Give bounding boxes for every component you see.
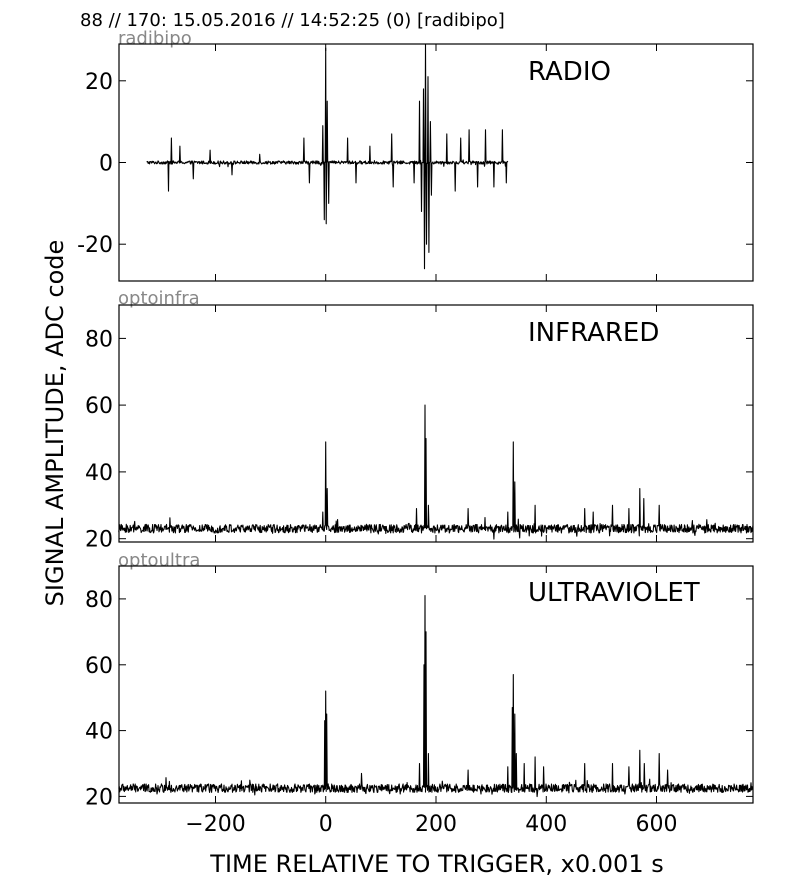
infrared-panel: optoinfra 20 40 60 80 INFRARED [85, 288, 754, 553]
infrared-panel-title: INFRARED [528, 318, 659, 348]
ultraviolet-y-tick-label: 20 [85, 785, 113, 810]
radio-signal-trace [146, 43, 509, 270]
radio-y-tick-labels: -20 0 20 [77, 70, 113, 258]
figure-header: 88 // 170: 15.05.2016 // 14:52:25 (0) [r… [80, 10, 505, 31]
radio-y-tick-label: -20 [77, 233, 113, 258]
radio-panel-tag: radibipo [118, 28, 192, 49]
ultraviolet-panel-title: ULTRAVIOLET [528, 578, 700, 608]
ultraviolet-y-tick-label: 40 [85, 720, 113, 745]
infrared-y-tick-label: 40 [85, 461, 113, 486]
ultraviolet-x-tick-labels: −200 0 200 400 600 [185, 812, 677, 837]
y-axis-label: SIGNAL AMPLITUDE, ADC code [41, 240, 69, 607]
infrared-ticks [119, 305, 753, 542]
ultraviolet-y-tick-label: 80 [85, 588, 113, 613]
ultraviolet-signal-trace [118, 595, 754, 798]
ultraviolet-x-tick-label: 400 [525, 812, 567, 837]
ultraviolet-ticks [119, 566, 753, 803]
ultraviolet-y-tick-label: 60 [85, 654, 113, 679]
radio-panel: radibipo -20 0 20 RADIO [77, 28, 754, 282]
ultraviolet-x-tick-label: 200 [415, 812, 457, 837]
ultraviolet-x-tick-label: 600 [636, 812, 678, 837]
ultraviolet-y-tick-labels: 20 40 60 80 [85, 588, 113, 811]
radio-y-tick-label: 20 [85, 70, 113, 95]
infrared-signal-trace [118, 404, 754, 540]
infrared-y-tick-label: 80 [85, 327, 113, 352]
radio-panel-title: RADIO [528, 57, 611, 87]
radio-ticks [119, 44, 753, 281]
ultraviolet-panel: optoultra 20 40 60 80 −200 0 200 400 600 ULTRAV… [85, 550, 754, 837]
ultraviolet-x-tick-label: 0 [319, 812, 333, 837]
ultraviolet-panel-tag: optoultra [118, 550, 200, 571]
infrared-y-tick-label: 60 [85, 394, 113, 419]
infrared-panel-tag: optoinfra [118, 288, 200, 309]
infrared-y-tick-labels: 20 40 60 80 [85, 327, 113, 552]
x-axis-label: TIME RELATIVE TO TRIGGER, x0.001 s [209, 850, 663, 878]
radio-y-tick-label: 0 [99, 152, 113, 177]
infrared-y-tick-label: 20 [85, 528, 113, 553]
ultraviolet-x-tick-label: −200 [185, 812, 245, 837]
